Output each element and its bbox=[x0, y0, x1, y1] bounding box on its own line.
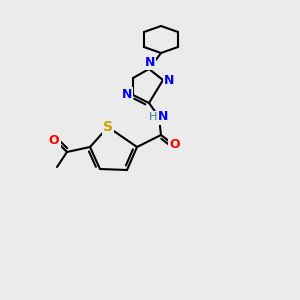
Text: N: N bbox=[164, 74, 174, 86]
Text: N: N bbox=[158, 110, 168, 124]
Text: S: S bbox=[103, 120, 113, 134]
Text: N: N bbox=[145, 56, 155, 68]
Text: O: O bbox=[170, 139, 180, 152]
Text: O: O bbox=[49, 134, 59, 146]
Text: N: N bbox=[122, 88, 132, 101]
Text: H: H bbox=[149, 112, 157, 122]
